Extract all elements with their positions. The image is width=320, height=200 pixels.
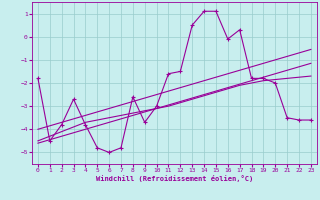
X-axis label: Windchill (Refroidissement éolien,°C): Windchill (Refroidissement éolien,°C) [96, 175, 253, 182]
